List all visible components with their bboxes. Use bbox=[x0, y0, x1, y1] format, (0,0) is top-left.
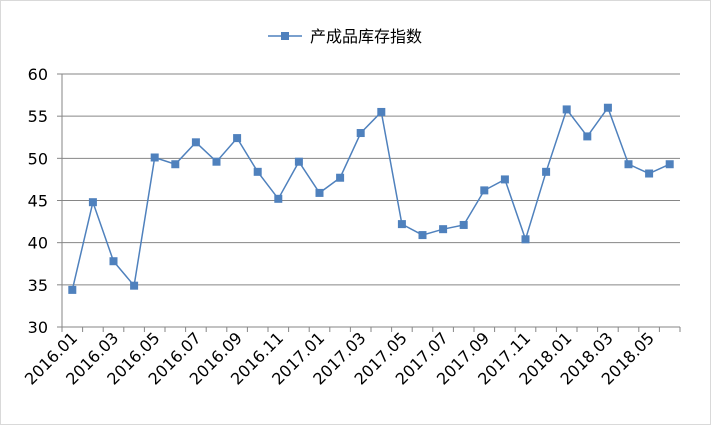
data-point bbox=[356, 129, 365, 138]
data-point bbox=[542, 167, 551, 176]
data-point bbox=[253, 167, 262, 176]
data-point bbox=[233, 134, 242, 143]
y-tick-label: 60 bbox=[28, 65, 48, 84]
data-point bbox=[459, 220, 468, 229]
data-point bbox=[665, 160, 674, 169]
data-point bbox=[336, 173, 345, 182]
legend: 产成品库存指数 bbox=[268, 27, 422, 46]
data-point bbox=[212, 157, 221, 166]
data-point bbox=[315, 188, 324, 197]
data-point bbox=[397, 220, 406, 229]
data-point bbox=[645, 169, 654, 178]
data-point bbox=[191, 138, 200, 147]
series-layer bbox=[68, 103, 674, 294]
data-point bbox=[500, 175, 509, 184]
data-point bbox=[68, 285, 77, 294]
y-tick-label: 50 bbox=[28, 149, 48, 168]
data-point bbox=[439, 225, 448, 234]
data-point bbox=[150, 153, 159, 162]
legend-label: 产成品库存指数 bbox=[310, 27, 422, 46]
data-point bbox=[130, 281, 139, 290]
legend-marker bbox=[281, 32, 289, 40]
y-tick-labels: 30 35 40 45 50 55 60 bbox=[28, 65, 48, 337]
y-tick-label: 45 bbox=[28, 192, 48, 211]
grid-lines bbox=[62, 73, 680, 286]
data-point bbox=[274, 194, 283, 203]
y-tick-label: 40 bbox=[28, 234, 48, 253]
data-point bbox=[624, 160, 633, 169]
data-point bbox=[480, 186, 489, 195]
data-point bbox=[294, 157, 303, 166]
data-point bbox=[418, 231, 427, 240]
data-point bbox=[377, 107, 386, 116]
y-tick-label: 55 bbox=[28, 107, 48, 126]
y-tick-label: 35 bbox=[28, 276, 48, 295]
data-point bbox=[109, 257, 118, 266]
axes bbox=[57, 73, 681, 332]
data-point bbox=[88, 198, 97, 207]
series-line bbox=[71, 106, 671, 291]
data-point bbox=[562, 105, 571, 114]
data-point bbox=[603, 103, 612, 112]
x-tick-labels: 2016.012016.032016.052016.072016.092016.… bbox=[21, 328, 658, 388]
data-point bbox=[171, 160, 180, 169]
data-point bbox=[583, 132, 592, 141]
y-tick-label: 30 bbox=[28, 318, 48, 337]
data-point bbox=[521, 235, 530, 244]
